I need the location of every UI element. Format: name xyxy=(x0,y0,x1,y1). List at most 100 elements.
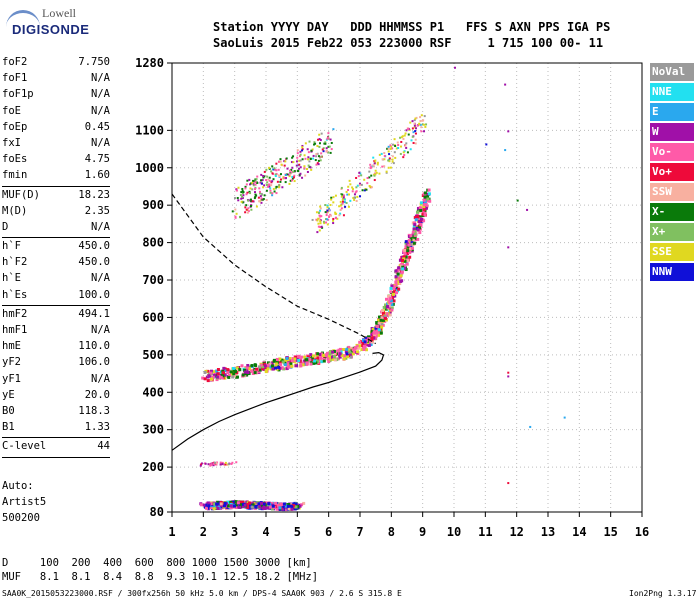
echo-point xyxy=(388,157,391,160)
echo-point xyxy=(404,132,407,135)
echo-point xyxy=(221,463,224,466)
echo-point xyxy=(404,255,408,259)
echo-point xyxy=(360,183,363,186)
echo-point xyxy=(370,166,373,169)
x-tick-label: 9 xyxy=(419,525,426,539)
echo-point xyxy=(251,200,254,203)
echo-point xyxy=(318,353,322,357)
param-value: 118.3 xyxy=(78,404,110,417)
echo-point xyxy=(199,503,203,507)
echo-point xyxy=(320,152,323,155)
echo-point xyxy=(309,157,312,160)
echo-point xyxy=(363,343,367,347)
param-row-hme: hmE 110.0 xyxy=(2,340,110,356)
y-tick-label: 1100 xyxy=(135,123,164,137)
echo-point xyxy=(334,194,337,197)
echo-point xyxy=(319,207,322,210)
echo-point xyxy=(422,203,426,207)
echo-point xyxy=(347,193,350,196)
echo-point xyxy=(280,366,284,370)
echo-point xyxy=(316,352,320,356)
param-label: foEp xyxy=(2,120,28,133)
echo-point xyxy=(352,188,355,191)
echo-point xyxy=(229,506,233,510)
echo-point xyxy=(351,190,354,193)
echo-point xyxy=(236,197,239,200)
echo-point xyxy=(330,357,334,361)
echo-point xyxy=(278,186,281,189)
echo-point xyxy=(254,188,257,191)
echo-point xyxy=(360,348,364,352)
echo-point xyxy=(369,167,372,170)
echo-point xyxy=(325,214,328,217)
echo-point xyxy=(337,348,341,352)
echo-point xyxy=(316,219,319,222)
echo-point xyxy=(223,373,227,377)
echo-point xyxy=(200,463,203,466)
echo-point xyxy=(254,364,258,368)
param-label: h`F xyxy=(2,240,21,253)
echo-point xyxy=(212,462,215,465)
echo-point xyxy=(394,269,398,273)
echo-point xyxy=(235,188,238,191)
echo-point xyxy=(215,462,218,465)
echo-point xyxy=(410,246,414,250)
echo-point xyxy=(257,196,260,199)
echo-point xyxy=(372,336,376,340)
echo-point xyxy=(420,114,423,117)
legend-item-nnw: NNW xyxy=(650,263,694,281)
echo-point xyxy=(309,166,312,169)
echo-point xyxy=(287,507,291,511)
echo-point xyxy=(355,350,359,354)
echo-point xyxy=(332,354,336,358)
echo-point xyxy=(219,375,223,379)
echo-point xyxy=(384,307,388,311)
echo-point xyxy=(245,366,249,370)
echo-point xyxy=(396,269,400,273)
echo-point xyxy=(228,373,232,377)
echo-point xyxy=(241,197,244,200)
echo-point xyxy=(282,367,286,371)
echo-point xyxy=(317,225,320,228)
echo-point xyxy=(399,274,403,278)
echo-point xyxy=(375,171,378,174)
echo-point xyxy=(241,192,244,195)
echo-point xyxy=(379,331,383,335)
echo-point xyxy=(342,196,345,199)
echo-point xyxy=(373,331,377,335)
echo-point xyxy=(415,116,418,119)
echo-point xyxy=(417,220,421,224)
echo-point xyxy=(319,155,322,158)
x-tick-label: 14 xyxy=(572,525,586,539)
echo-point xyxy=(233,197,236,200)
echo-point xyxy=(398,258,402,262)
echo-point xyxy=(318,217,321,220)
electron-density-profile xyxy=(171,351,385,451)
echo-point xyxy=(358,340,362,344)
param-row-hf2: h`F2 450.0 xyxy=(2,256,110,272)
echo-point xyxy=(286,364,290,368)
echo-point xyxy=(414,132,417,135)
echo-point xyxy=(302,501,306,505)
echo-point xyxy=(318,142,321,145)
echo-point xyxy=(392,290,396,294)
x-tick-label: 7 xyxy=(356,525,363,539)
echo-point xyxy=(327,132,330,135)
echo-point xyxy=(314,142,317,145)
echo-point xyxy=(245,193,248,196)
echo-point xyxy=(243,368,247,372)
echo-point xyxy=(274,175,277,178)
echo-point xyxy=(235,189,238,192)
echo-point xyxy=(271,194,274,197)
echo-point xyxy=(356,195,359,198)
x-tick-label: 1 xyxy=(168,525,175,539)
echo-point xyxy=(326,209,329,212)
echo-point xyxy=(307,151,310,154)
echo-point xyxy=(397,266,401,270)
echo-point xyxy=(234,208,237,211)
echo-point xyxy=(270,170,273,173)
echo-point xyxy=(328,352,332,356)
echo-point xyxy=(260,192,263,195)
echo-point xyxy=(368,170,371,173)
echo-point xyxy=(375,331,379,335)
